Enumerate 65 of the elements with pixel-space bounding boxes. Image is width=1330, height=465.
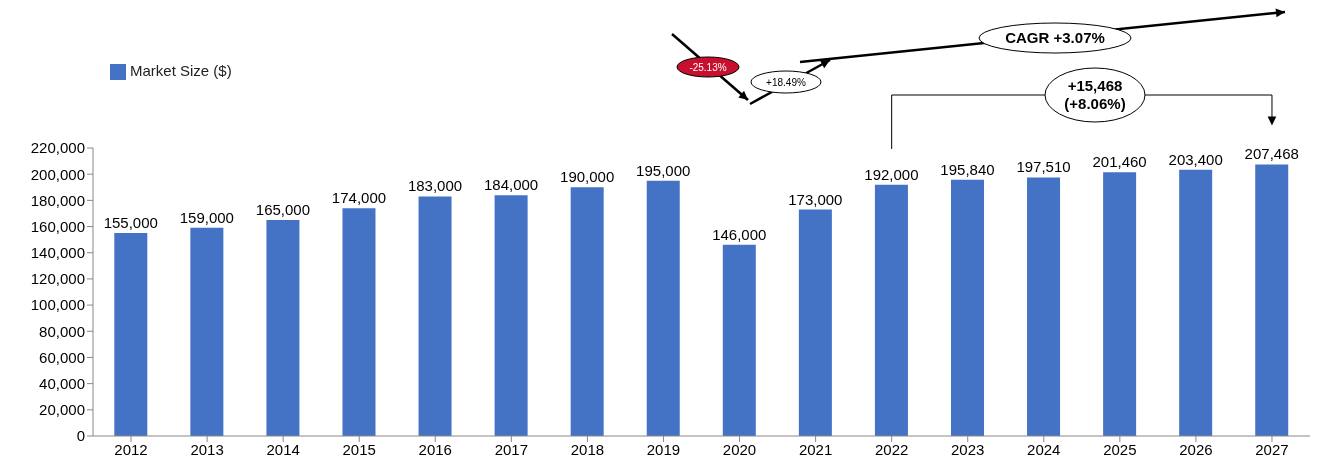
- text: +18.49%: [766, 76, 806, 88]
- bar: [266, 220, 300, 436]
- x-tick-label: 2013: [190, 440, 224, 458]
- data-label: 173,000: [788, 190, 843, 208]
- data-label: 190,000: [560, 168, 615, 186]
- y-tick-label: 220,000: [30, 139, 85, 157]
- y-tick-label: 160,000: [30, 217, 85, 235]
- legend-label: Market Size ($): [130, 62, 232, 79]
- data-label: 192,000: [864, 165, 919, 183]
- text: CAGR +3.07%: [1005, 29, 1105, 47]
- y-tick-label: 140,000: [30, 244, 85, 262]
- y-tick-label: 120,000: [30, 270, 85, 288]
- y-tick-label: 0: [76, 427, 85, 445]
- x-tick-label: 2017: [494, 440, 529, 458]
- bar: [342, 208, 376, 436]
- x-tick-label: 2020: [722, 440, 757, 458]
- data-label: 195,840: [940, 160, 995, 178]
- y-tick-label: 60,000: [39, 348, 85, 366]
- data-label: 197,510: [1016, 158, 1071, 176]
- text: +15,468 (+8.06%): [1064, 77, 1126, 113]
- bar: [190, 227, 224, 436]
- y-tick-label: 80,000: [39, 322, 85, 340]
- bar: [570, 187, 604, 436]
- x-tick-label: 2012: [114, 440, 148, 458]
- x-tick-label: 2026: [1179, 440, 1213, 458]
- bar: [798, 209, 832, 436]
- data-label: 165,000: [255, 201, 311, 218]
- y-tick-label: 200,000: [30, 165, 85, 183]
- y-tick-label: 40,000: [39, 374, 85, 392]
- x-tick-label: 2018: [570, 440, 605, 458]
- x-tick-label: 2022: [874, 440, 909, 458]
- data-label: 201,460: [1092, 153, 1147, 171]
- data-label: 183,000: [407, 177, 463, 195]
- y-tick-label: 100,000: [30, 296, 85, 314]
- bar: [646, 180, 680, 436]
- y-tick-label: 20,000: [39, 401, 85, 419]
- x-tick-label: 2025: [1103, 440, 1137, 458]
- x-tick-label: 2014: [266, 440, 300, 458]
- x-tick-label: 2024: [1027, 440, 1061, 458]
- data-label: 184,000: [483, 176, 539, 194]
- bar: [1027, 177, 1061, 436]
- data-label: 207,468: [1244, 145, 1299, 163]
- bar: [494, 195, 528, 436]
- bar: [722, 244, 756, 436]
- text: -25.13%: [689, 61, 727, 73]
- x-tick-label: 2015: [342, 440, 376, 458]
- data-label: 159,000: [179, 208, 234, 226]
- x-tick-label: 2021: [798, 440, 833, 458]
- bar: [1179, 169, 1213, 436]
- data-label: 155,000: [103, 214, 158, 232]
- bar: [1255, 164, 1289, 436]
- x-tick-label: 2019: [646, 440, 681, 458]
- bar: [114, 233, 148, 436]
- x-tick-label: 2016: [418, 440, 452, 458]
- x-tick-label: 2027: [1255, 440, 1289, 458]
- data-label: 203,400: [1168, 150, 1223, 168]
- data-label: 146,000: [712, 225, 767, 243]
- y-tick-label: 180,000: [30, 191, 85, 209]
- bar: [418, 196, 452, 436]
- bar: [1103, 172, 1137, 436]
- bar: [950, 179, 984, 436]
- bar: [874, 184, 908, 436]
- x-tick-label: 2023: [951, 440, 985, 458]
- data-label: 195,000: [636, 161, 691, 179]
- data-label: 174,000: [331, 189, 387, 207]
